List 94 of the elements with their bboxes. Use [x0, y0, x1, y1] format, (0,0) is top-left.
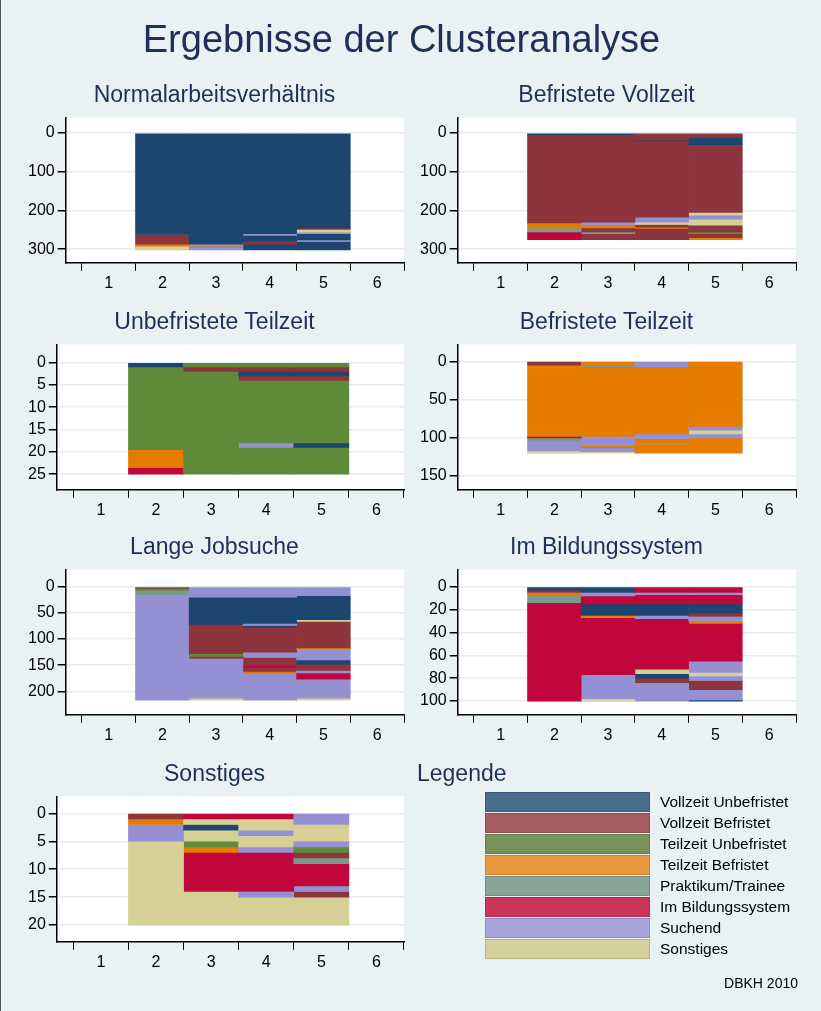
text: Legende	[417, 760, 508, 787]
y-tick-label: 300	[419, 239, 447, 257]
y-tick-label: 40	[428, 622, 447, 640]
y-tick-label: 10	[28, 859, 46, 877]
x-tick-label: 2	[549, 273, 559, 291]
y-tick-label: 100	[27, 629, 55, 647]
x-tick-label: 4	[265, 725, 275, 743]
x-tick-label: 3	[206, 500, 216, 518]
x-tick-label: 5	[711, 725, 720, 743]
y-tick-label: 15	[28, 419, 46, 437]
category-label: Suchend	[660, 918, 722, 937]
category-label: Vollzeit Befristet	[660, 813, 771, 832]
y-tick-label: 10	[28, 397, 46, 415]
y-tick-label: 20	[28, 442, 46, 460]
chart-title: Im Bildungssystem	[509, 533, 704, 560]
y-tick-label: 200	[27, 681, 55, 699]
x-tick-label: 2	[151, 952, 161, 970]
x-tick-label: 5	[319, 725, 328, 743]
text: Ergebnisse der Clusteranalyse	[141, 18, 662, 61]
x-tick-label: 4	[261, 500, 271, 518]
x-tick-label: 3	[603, 725, 613, 743]
y-tick-label: 0	[36, 803, 46, 821]
chart-title: Befristete Vollzeit	[518, 81, 696, 108]
x-tick-label: 4	[657, 725, 667, 743]
x-tick-label: 5	[711, 500, 720, 518]
y-tick-label: 0	[36, 352, 46, 370]
y-tick-label: 150	[27, 655, 55, 673]
chart-title: Befristete Teilzeit	[519, 308, 694, 335]
x-tick-label: 1	[496, 273, 506, 291]
x-tick-label: 2	[151, 500, 161, 518]
x-tick-label: 5	[316, 952, 326, 970]
x-tick-label: 6	[764, 500, 774, 518]
chart-title: Normalarbeitsverhältnis	[93, 81, 336, 108]
y-tick-label: 0	[437, 351, 447, 369]
y-tick-label: 0	[437, 577, 447, 595]
y-tick-label: 100	[419, 691, 447, 709]
x-tick-label: 4	[265, 273, 275, 291]
x-tick-label: 3	[211, 725, 221, 743]
category-label: Im Bildungssystem	[660, 897, 791, 916]
x-tick-label: 4	[657, 500, 667, 518]
x-tick-label: 3	[603, 273, 613, 291]
y-tick-label: 100	[419, 162, 447, 180]
x-tick-label: 1	[104, 273, 114, 291]
x-tick-label: 5	[319, 273, 328, 291]
x-tick-label: 3	[206, 952, 216, 970]
y-tick-label: 80	[428, 668, 447, 686]
x-tick-label: 6	[764, 725, 774, 743]
y-tick-label: 60	[428, 645, 447, 663]
y-tick-label: 15	[28, 887, 46, 905]
x-tick-label: 1	[96, 500, 106, 518]
x-tick-label: 5	[711, 273, 720, 291]
y-tick-label: 0	[45, 123, 55, 141]
x-tick-label: 2	[157, 725, 167, 743]
x-tick-label: 1	[496, 500, 506, 518]
x-tick-label: 6	[764, 273, 774, 291]
x-tick-label: 4	[261, 952, 271, 970]
y-tick-label: 150	[419, 466, 447, 484]
y-tick-label: 50	[36, 603, 55, 621]
category-label: Praktikum/Trainee	[660, 876, 786, 895]
category-label: Vollzeit Unbefristet	[660, 792, 789, 811]
y-tick-label: 300	[27, 239, 55, 257]
x-tick-label: 2	[549, 725, 559, 743]
x-tick-label: 1	[104, 725, 114, 743]
y-tick-label: 100	[419, 428, 447, 446]
category-label: Teilzeit Unbefristet	[660, 834, 787, 853]
text: DBKH 2010	[723, 975, 798, 991]
x-tick-label: 4	[657, 273, 667, 291]
y-tick-label: 25	[28, 464, 46, 482]
y-tick-label: 5	[36, 831, 46, 849]
x-tick-label: 6	[372, 725, 382, 743]
y-tick-label: 20	[28, 915, 46, 933]
x-tick-label: 1	[96, 952, 106, 970]
x-tick-label: 2	[549, 500, 559, 518]
x-tick-label: 6	[372, 273, 382, 291]
category-label: Sonstiges	[660, 939, 729, 958]
y-tick-label: 200	[419, 200, 447, 218]
x-tick-label: 3	[211, 273, 221, 291]
y-tick-label: 100	[27, 162, 55, 180]
x-tick-label: 5	[316, 500, 326, 518]
x-tick-label: 1	[496, 725, 506, 743]
y-tick-label: 20	[428, 600, 447, 618]
x-tick-label: 3	[603, 500, 613, 518]
x-tick-label: 2	[157, 273, 167, 291]
chart-title: Sonstiges	[163, 760, 266, 787]
y-tick-label: 0	[437, 123, 447, 141]
chart-title: Lange Jobsuche	[130, 533, 299, 560]
y-tick-label: 5	[36, 375, 46, 393]
y-tick-label: 200	[27, 200, 55, 218]
x-tick-label: 6	[371, 952, 381, 970]
category-label: Teilzeit Befristet	[660, 855, 769, 874]
y-tick-label: 0	[45, 577, 55, 595]
y-tick-label: 50	[428, 390, 447, 408]
chart-title: Unbefristete Teilzeit	[114, 308, 316, 335]
x-tick-label: 6	[371, 500, 381, 518]
